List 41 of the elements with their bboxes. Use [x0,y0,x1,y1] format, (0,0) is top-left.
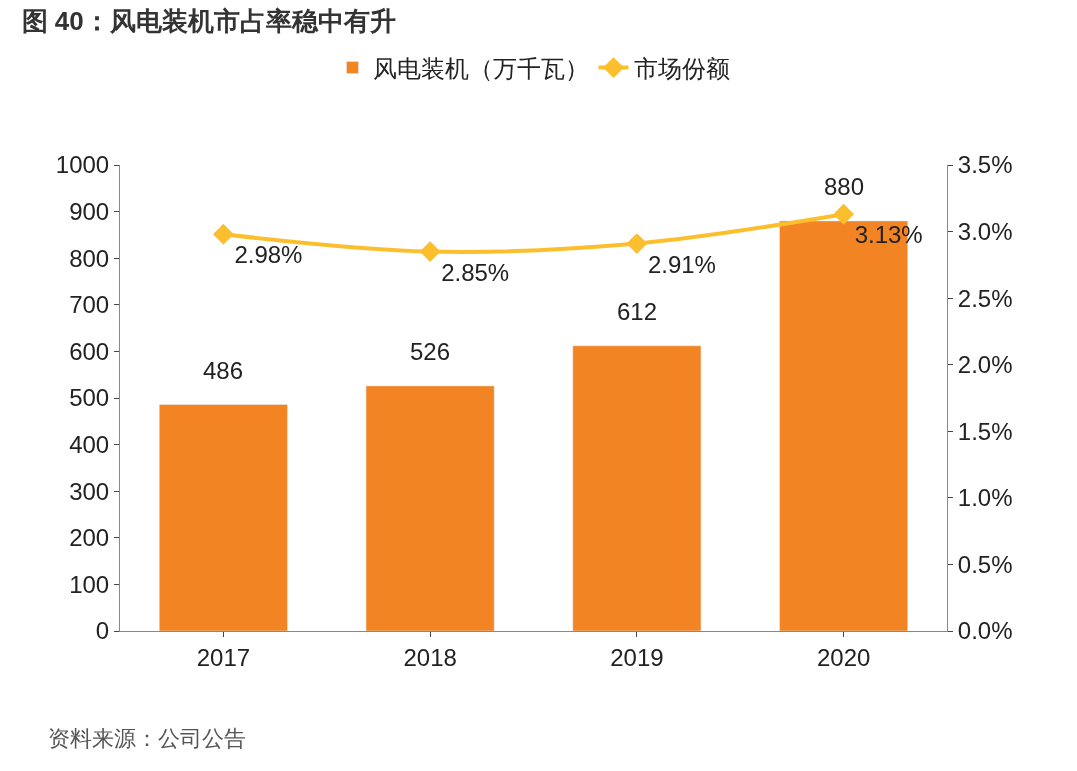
y-tick-label: 900 [69,198,110,225]
x-tick-label: 2020 [816,643,871,671]
legend-label: 市场份额 [633,54,730,82]
y2-tick-label: 1.0% [957,484,1013,512]
data-label: 2.98% [234,241,303,269]
chart-title: 图 40：风电装机市占率稳中有升 [21,5,396,36]
y-tick-label: 500 [69,384,110,412]
y-tick-label: 1000 [55,151,110,179]
y-tick-label: 400 [69,431,110,458]
y-tick-label: 200 [69,524,110,552]
y-tick-label: 700 [69,291,110,319]
data-label: 2.91% [647,250,716,278]
legend-label: 风电装机（万千瓦） [372,54,589,82]
x-tick-label: 2018 [403,643,457,671]
data-label: 880 [824,173,865,200]
point [419,241,441,262]
y2-tick-label: 3.5% [957,151,1013,179]
y2-tick-label: 2.5% [957,284,1013,312]
point [212,223,234,245]
y-tick-label: 300 [69,477,110,505]
x-tick-label: 2019 [610,643,664,671]
y2-tick-label: 0.0% [957,617,1013,645]
point [833,203,855,225]
y-tick-label: 800 [69,244,110,272]
y2-tick-label: 1.5% [957,417,1013,445]
data-label: 526 [410,338,451,365]
data-label: 486 [203,357,244,384]
y-tick-label: 0 [95,617,110,645]
y-tick-label: 100 [69,570,110,598]
text: 资料来源：公司公告 [48,726,246,751]
y-tick-label: 600 [69,337,110,365]
x-tick-label: 2017 [196,643,251,671]
data-label: 612 [617,298,658,325]
bar [365,385,495,631]
data-label: 2.85% [441,258,510,286]
y2-tick-label: 3.0% [957,217,1013,245]
y2-tick-label: 0.5% [957,550,1013,578]
bar [572,345,702,631]
bar [159,404,288,631]
point [626,233,648,254]
y2-tick-label: 2.0% [957,351,1013,379]
